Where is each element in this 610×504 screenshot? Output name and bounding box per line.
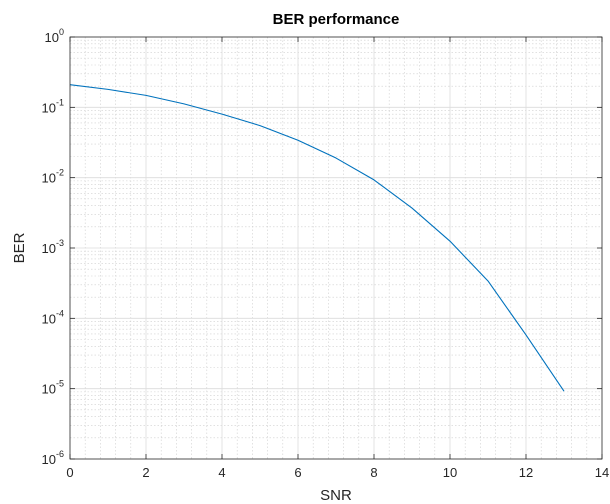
x-tick-label: 10 [443, 465, 457, 480]
x-tick-label: 6 [294, 465, 301, 480]
x-tick-label: 8 [370, 465, 377, 480]
x-tick-label: 14 [595, 465, 609, 480]
major-grid [70, 37, 602, 459]
x-tick-label: 0 [66, 465, 73, 480]
x-tick-label: 12 [519, 465, 533, 480]
y-axis-title: BER [11, 232, 28, 263]
y-tick-label: 10-3 [42, 238, 64, 256]
ticks-layer: 0 2 4 6 8 10 12 14 10-6 10-5 10-4 10-3 10-2 10-1 100 [42, 27, 610, 480]
x-tick-label: 4 [218, 465, 225, 480]
ber-series-line [69, 84, 565, 392]
y-tick-label: 10-4 [42, 308, 64, 326]
x-tick-label: 2 [142, 465, 149, 480]
y-tick-label: 10-6 [42, 449, 64, 467]
y-tick-label: 10-5 [42, 379, 64, 397]
y-tick-label: 10-1 [42, 97, 64, 115]
y-tick-label: 10-2 [42, 168, 64, 186]
x-axis-title: SNR [320, 487, 352, 504]
y-tick-label: 100 [45, 27, 64, 45]
series-layer [69, 84, 565, 392]
chart-title: BER performance [273, 11, 400, 28]
